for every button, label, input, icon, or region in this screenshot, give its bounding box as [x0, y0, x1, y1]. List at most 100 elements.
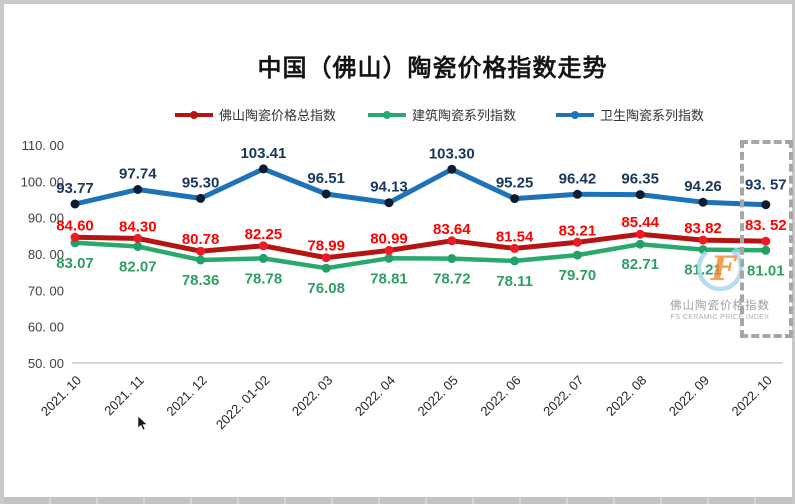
data-point-label: 84.60: [56, 217, 94, 234]
data-point-label: 78.11: [496, 273, 533, 290]
data-point-label: 83. 52: [745, 217, 787, 234]
data-point-marker: [698, 197, 708, 207]
data-point-marker: [761, 236, 771, 246]
data-point-label: 93.77: [56, 180, 94, 197]
series-line-2: [72, 166, 769, 208]
x-axis-label: 2022. 06: [477, 373, 523, 419]
data-point-marker: [258, 241, 268, 251]
data-point-label: 83.07: [56, 255, 94, 272]
highlight-dashed-box: [740, 140, 793, 338]
y-axis-label: 80. 00: [28, 247, 64, 262]
data-point-label: 80.99: [370, 230, 408, 247]
legend-marker-blue: [556, 112, 594, 117]
y-axis-label: 50. 00: [28, 356, 64, 371]
x-axis-label: 2022. 09: [666, 373, 712, 419]
legend-label-total-index: 佛山陶瓷价格总指数: [219, 108, 337, 123]
chart-title: 中国（佛山）陶瓷价格指数走势: [257, 53, 608, 82]
data-point-marker: [635, 229, 645, 239]
data-point-marker: [572, 237, 582, 247]
x-axis-label: 2022. 03: [289, 373, 335, 419]
x-axis-label: 2021. 10: [38, 373, 84, 419]
data-point-marker: [196, 193, 206, 203]
data-point-label: 80.78: [182, 231, 220, 248]
data-point-marker: [321, 263, 331, 273]
data-point-marker: [384, 245, 394, 255]
data-point-label: 103.30: [429, 145, 475, 162]
watermark-en-text: FS CERAMIC PRICE INDEX: [670, 314, 770, 321]
data-point-label: 82.07: [119, 259, 157, 276]
data-point-marker: [133, 242, 143, 251]
data-point-label: 96.42: [559, 170, 597, 187]
mouse-cursor-icon: [137, 416, 148, 431]
data-point-label: 83.64: [433, 221, 471, 238]
data-point-marker: [698, 235, 708, 245]
legend-label-sanitary-index: 卫生陶瓷系列指数: [600, 108, 705, 123]
data-point-label: 94.13: [370, 179, 408, 196]
legend-item-total-index[interactable]: 佛山陶瓷价格总指数: [175, 105, 336, 124]
data-point-marker: [572, 250, 582, 260]
y-axis-label: 110. 00: [22, 138, 64, 153]
data-point-marker: [510, 194, 520, 204]
x-axis-label: 2022. 05: [415, 373, 461, 419]
data-point-label: 93. 57: [745, 177, 787, 194]
x-axis-label: 2022. 04: [352, 373, 398, 419]
legend-label-building-index: 建筑陶瓷系列指数: [412, 108, 517, 123]
data-point-marker: [321, 253, 331, 263]
x-axis-label: 2022. 10: [729, 373, 775, 419]
legend-item-building-index[interactable]: 建筑陶瓷系列指数: [368, 105, 516, 124]
data-point-marker: [635, 190, 645, 200]
data-point-label: 103.41: [240, 145, 286, 162]
data-point-marker: [133, 185, 143, 194]
data-point-marker: [447, 236, 457, 246]
data-point-marker: [258, 164, 268, 174]
data-point-label: 81.54: [496, 228, 534, 245]
data-point-label: 81.21: [684, 262, 722, 279]
data-point-label: 82.25: [245, 226, 283, 243]
data-point-label: 78.78: [245, 270, 283, 287]
series-line-1: [72, 240, 769, 271]
legend-marker-red: [175, 112, 213, 117]
watermark: F 佛山陶瓷价格指数 FS CERAMIC PRICE INDEX: [655, 242, 785, 321]
data-point-label: 97.74: [119, 166, 157, 183]
data-point-label: 79.70: [559, 267, 597, 284]
data-point-label: 83.82: [684, 220, 722, 237]
data-point-label: 83.21: [559, 222, 597, 239]
x-axis-label: 2022. 08: [603, 373, 649, 419]
data-point-marker: [384, 198, 394, 208]
data-point-label: 95.30: [182, 174, 220, 191]
data-point-label: 94.26: [684, 178, 722, 195]
y-axis-label: 60. 00: [28, 320, 64, 335]
legend: 佛山陶瓷价格总指数 建筑陶瓷系列指数 卫生陶瓷系列指数: [0, 105, 795, 123]
x-axis-label: 2021. 12: [163, 373, 209, 419]
watermark-cn-text: 佛山陶瓷价格指数: [670, 300, 770, 312]
data-point-label: 96.51: [307, 170, 345, 187]
data-point-marker: [447, 254, 457, 264]
data-point-marker: [572, 189, 582, 199]
data-point-marker: [447, 164, 457, 174]
data-point-marker: [258, 253, 268, 263]
watermark-letter: F: [710, 249, 738, 289]
spreadsheet-row-strip: [4, 497, 792, 504]
data-point-label: 78.81: [370, 270, 408, 287]
x-axis-label: 2022. 01-02: [213, 373, 273, 433]
data-point-marker: [70, 199, 80, 209]
data-point-marker: [510, 243, 520, 253]
data-point-marker: [196, 255, 206, 265]
y-axis-label: 90. 00: [28, 211, 64, 226]
data-point-label: 78.72: [433, 271, 471, 288]
data-point-label: 78.99: [307, 238, 345, 255]
data-point-marker: [510, 256, 520, 266]
data-point-marker: [384, 253, 394, 263]
data-point-marker: [761, 200, 771, 210]
watermark-logo-icon: F: [696, 244, 744, 292]
data-point-marker: [321, 189, 331, 199]
legend-item-sanitary-index[interactable]: 卫生陶瓷系列指数: [556, 105, 704, 124]
data-point-marker: [196, 246, 206, 256]
legend-marker-green: [368, 112, 406, 117]
data-point-label: 96.35: [621, 171, 659, 188]
data-point-marker: [133, 233, 143, 243]
data-point-marker: [761, 245, 771, 255]
data-point-marker: [70, 232, 80, 242]
